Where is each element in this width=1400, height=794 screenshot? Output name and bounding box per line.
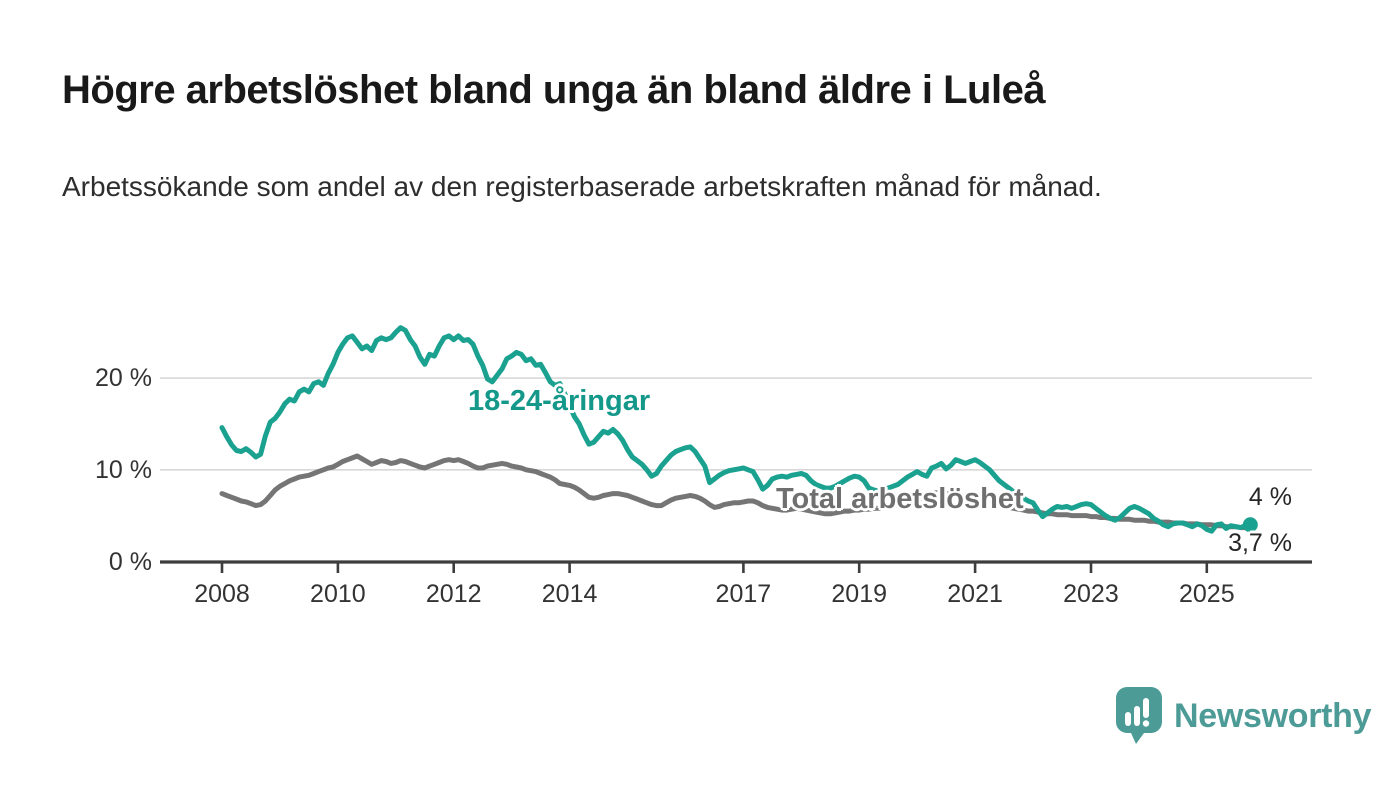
y-tick-label: 10 % (95, 455, 152, 484)
newsworthy-logo-icon (1116, 687, 1162, 744)
series-line-total (219, 453, 1253, 531)
chart-subtitle: Arbetssökande som andel av den registerb… (62, 171, 1102, 202)
series-end-dot (1242, 517, 1258, 533)
brand-name: Newsworthy (1174, 696, 1372, 735)
y-tick-label: 20 % (95, 364, 152, 393)
x-tick-label: 2012 (425, 580, 482, 608)
series-line-youth (219, 325, 1253, 534)
x-tick-label: 2021 (947, 580, 1003, 608)
newsworthy-brand: Newsworthy (1115, 686, 1372, 746)
x-tick-label: 2008 (194, 580, 250, 608)
x-tick-label: 2025 (1178, 580, 1235, 608)
series-label-youth: 18-24-åringar (468, 385, 651, 417)
x-tick-label: 2017 (715, 580, 772, 608)
x-tick-label: 2019 (831, 580, 888, 608)
x-tick-label: 2010 (310, 580, 366, 608)
series-label-total: Total arbetslöshet (776, 483, 1024, 515)
x-tick-label: 2014 (541, 580, 598, 608)
x-tick-label: 2023 (1063, 580, 1119, 608)
end-value-label-youth: 4 % (1248, 483, 1292, 511)
end-value-label-total: 3,7 % (1228, 529, 1292, 557)
chart-title: Högre arbetslöshet bland unga än bland ä… (62, 68, 1046, 112)
y-tick-label: 0 % (108, 547, 152, 576)
